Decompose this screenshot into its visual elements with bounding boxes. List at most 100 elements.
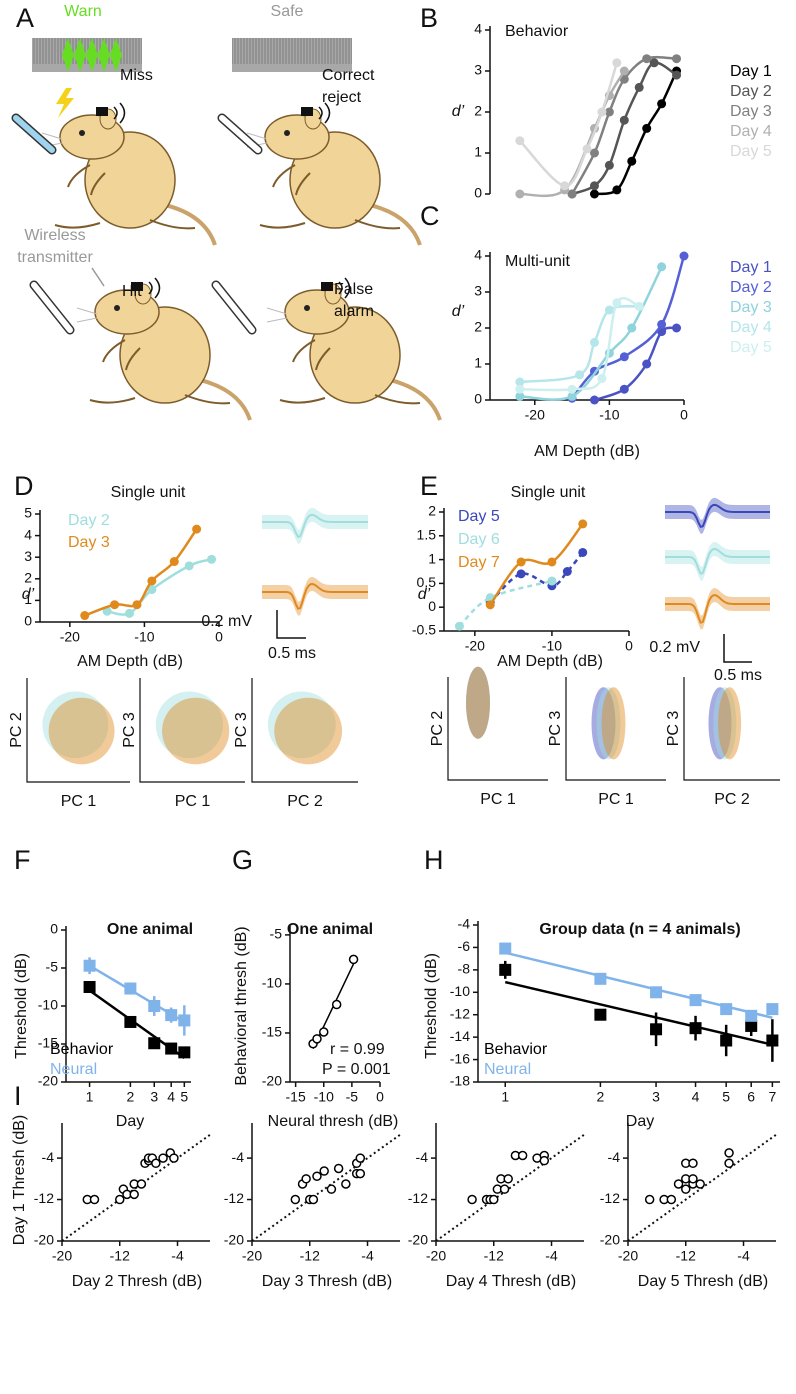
point: [657, 99, 667, 109]
y-tick-label: -4: [232, 1149, 245, 1165]
point: [169, 1153, 179, 1163]
y-tick-label: -10: [38, 997, 58, 1013]
point: [539, 1155, 550, 1166]
outcome-label: Hit: [122, 283, 142, 300]
gerbil-miss: [40, 101, 217, 247]
x-tick-label: 4: [692, 1089, 700, 1105]
point: [499, 1184, 510, 1194]
pc-axes: [26, 678, 130, 783]
point: [619, 74, 629, 84]
point: [515, 136, 525, 146]
chart-title: Behavior: [505, 23, 569, 40]
x-tick-label: -12: [484, 1248, 504, 1264]
legend-entry: Behavior: [484, 1041, 548, 1058]
legend-entry: Day 3: [730, 103, 772, 120]
x-tick-label: 2: [596, 1089, 604, 1105]
legend-entry: Day 4: [730, 123, 772, 140]
pc-axis-label: PC 1: [175, 793, 211, 810]
point: [547, 576, 557, 586]
safe-label: Safe: [271, 3, 304, 20]
x-tick-label: -12: [676, 1248, 696, 1264]
marker: [720, 1003, 733, 1016]
point: [578, 547, 588, 557]
x-tick-label: 0: [376, 1089, 384, 1105]
y-tick-label: -6: [458, 938, 471, 954]
panel-letter: D: [14, 471, 34, 501]
y-tick-label: 3: [474, 62, 482, 78]
pc-axis-label: PC 3: [121, 712, 138, 748]
spout-inner: [219, 115, 261, 153]
marker: [689, 1022, 702, 1035]
y-tick-label: -20: [262, 1073, 282, 1089]
y-tick-label: -5: [270, 926, 283, 942]
scale-bar: [276, 610, 306, 639]
point: [634, 82, 644, 92]
y-tick-label: 2: [474, 319, 482, 335]
point: [308, 1194, 319, 1205]
point: [516, 557, 526, 567]
point: [679, 251, 689, 261]
x-axis-label: Day 5 Thresh (dB): [638, 1273, 768, 1290]
marker: [178, 1046, 191, 1059]
marker: [499, 942, 512, 955]
point: [589, 395, 599, 405]
y-tick-label: -15: [38, 1035, 58, 1051]
point: [695, 1179, 705, 1189]
outcome-label: reject: [322, 89, 362, 106]
chart-title: One animal: [107, 921, 193, 938]
x-tick-label: -12: [300, 1248, 320, 1264]
pc-cluster: [718, 687, 742, 760]
y-axis-label: Behavioral thresh (dB): [233, 926, 250, 1085]
x-tick-label: -15: [286, 1089, 306, 1105]
legend-entry: Day 5: [730, 339, 772, 356]
y-tick-label: 4: [474, 247, 482, 263]
y-tick-label: -12: [224, 1190, 244, 1206]
y-tick-label: 5: [24, 505, 32, 521]
y-tick-label: -12: [600, 1190, 620, 1206]
x-tick-label: 4: [167, 1089, 175, 1105]
point: [688, 1174, 698, 1184]
point: [604, 107, 614, 117]
pc-axis-label: PC 1: [480, 791, 516, 808]
x-tick-label: -20: [52, 1248, 72, 1264]
point: [355, 1168, 366, 1179]
point: [589, 148, 599, 158]
y-tick-label: -20: [600, 1232, 620, 1248]
x-tick-label: -10: [599, 407, 619, 423]
point: [489, 1194, 499, 1205]
point: [169, 557, 179, 567]
y-tick-label: -12: [34, 1190, 54, 1206]
pc-axes: [447, 677, 548, 781]
point: [331, 999, 342, 1010]
x-tick-label: -20: [242, 1248, 262, 1264]
point: [301, 1174, 311, 1184]
x-tick-label: 0: [625, 638, 633, 654]
y-axis-label: Day 1 Thresh (dB): [11, 1115, 28, 1245]
chart-title: One animal: [287, 921, 373, 938]
pc-axis-label: PC 1: [598, 791, 634, 808]
y-tick-label: -20: [408, 1232, 428, 1248]
point: [515, 377, 525, 387]
legend-entry: Day 5: [730, 143, 772, 160]
pc-axis-label: PC 3: [233, 712, 250, 748]
chart-title: Multi-unit: [505, 253, 570, 270]
waveform-band: [262, 577, 368, 616]
point: [192, 524, 202, 534]
y-tick-label: 3: [474, 283, 482, 299]
pc-cluster: [596, 687, 621, 760]
x-tick-label: 1: [86, 1089, 94, 1105]
y-tick-label: 4: [24, 526, 32, 542]
marker: [124, 1015, 137, 1028]
marker: [745, 1009, 758, 1022]
x-tick-label: 2: [126, 1089, 134, 1105]
point: [110, 600, 120, 610]
point: [312, 1171, 322, 1181]
x-axis-label: Day: [626, 1113, 654, 1130]
legend-entry: Day 7: [458, 554, 500, 571]
y-tick-label: -8: [458, 961, 471, 977]
legend-entry: Day 4: [730, 319, 772, 336]
point: [89, 1194, 100, 1205]
y-tick-label: 0: [474, 391, 482, 407]
marker: [689, 994, 702, 1007]
